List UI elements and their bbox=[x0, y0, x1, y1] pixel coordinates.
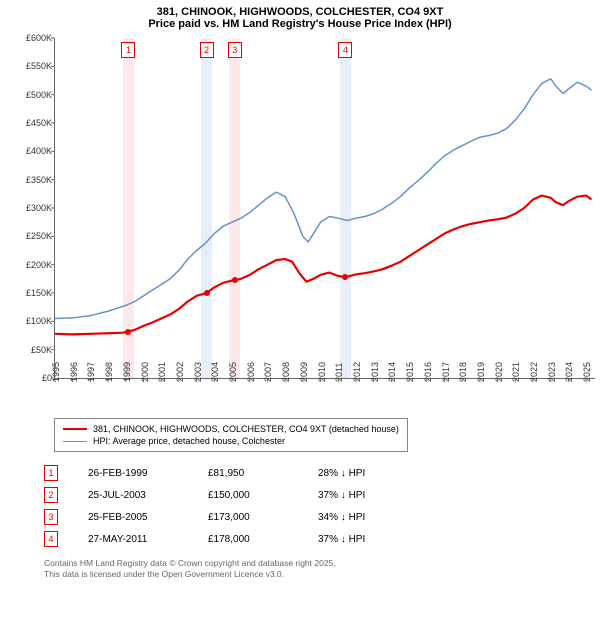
y-axis-label: £550K bbox=[26, 61, 52, 71]
y-axis-label: £150K bbox=[26, 288, 52, 298]
footnote-line-2: This data is licensed under the Open Gov… bbox=[44, 569, 600, 580]
sale-dot bbox=[204, 290, 210, 296]
sales-table-row: 3 25-FEB-2005 £173,000 34% ↓ HPI bbox=[44, 506, 600, 528]
row-marker: 2 bbox=[44, 487, 58, 503]
row-marker: 4 bbox=[44, 531, 58, 547]
row-diff: 37% ↓ HPI bbox=[318, 534, 398, 545]
x-axis-label: 1999 bbox=[122, 362, 132, 382]
row-price: £178,000 bbox=[208, 534, 288, 545]
legend-swatch bbox=[63, 428, 87, 430]
x-axis-label: 2016 bbox=[423, 362, 433, 382]
x-axis-label: 1995 bbox=[51, 362, 61, 382]
x-axis-label: 2005 bbox=[228, 362, 238, 382]
title-line-2: Price paid vs. HM Land Registry's House … bbox=[0, 18, 600, 30]
row-marker: 1 bbox=[44, 465, 58, 481]
x-axis-label: 2003 bbox=[193, 362, 203, 382]
y-axis-label: £50K bbox=[31, 345, 52, 355]
y-axis-label: £450K bbox=[26, 118, 52, 128]
x-axis-label: 2009 bbox=[299, 362, 309, 382]
sale-dot bbox=[342, 274, 348, 280]
sale-marker: 2 bbox=[200, 42, 214, 58]
chart-title: 381, CHINOOK, HIGHWOODS, COLCHESTER, CO4… bbox=[0, 0, 600, 32]
x-axis-label: 2011 bbox=[334, 363, 344, 382]
x-axis-label: 2017 bbox=[441, 362, 451, 382]
row-date: 27-MAY-2011 bbox=[88, 534, 178, 545]
sales-table-row: 2 25-JUL-2003 £150,000 37% ↓ HPI bbox=[44, 484, 600, 506]
sales-table: 1 26-FEB-1999 £81,950 28% ↓ HPI 2 25-JUL-2003… bbox=[44, 462, 600, 550]
price-paid-line bbox=[55, 196, 591, 335]
title-line-1: 381, CHINOOK, HIGHWOODS, COLCHESTER, CO4… bbox=[0, 6, 600, 18]
x-axis-label: 2025 bbox=[582, 362, 592, 382]
y-axis-label: £100K bbox=[26, 316, 52, 326]
sale-dot bbox=[125, 329, 131, 335]
sale-marker: 3 bbox=[228, 42, 242, 58]
row-diff: 34% ↓ HPI bbox=[318, 512, 398, 523]
x-axis-label: 2004 bbox=[210, 362, 220, 382]
chart-area: 1234 £0£50K£100K£150K£200K£250K£300K£350… bbox=[40, 32, 600, 412]
x-axis-label: 2020 bbox=[494, 362, 504, 382]
x-axis-label: 1998 bbox=[104, 362, 114, 382]
x-axis-label: 2006 bbox=[246, 362, 256, 382]
row-date: 26-FEB-1999 bbox=[88, 468, 178, 479]
row-diff: 37% ↓ HPI bbox=[318, 490, 398, 501]
plot-region: 1 23 4 bbox=[54, 38, 595, 379]
x-axis-label: 2021 bbox=[511, 362, 521, 382]
y-axis-label: £200K bbox=[26, 260, 52, 270]
row-marker: 3 bbox=[44, 509, 58, 525]
chart-container: 381, CHINOOK, HIGHWOODS, COLCHESTER, CO4… bbox=[0, 0, 600, 580]
footnote-line-1: Contains HM Land Registry data © Crown c… bbox=[44, 558, 600, 569]
row-price: £81,950 bbox=[208, 468, 288, 479]
legend-label: 381, CHINOOK, HIGHWOODS, COLCHESTER, CO4… bbox=[93, 424, 399, 434]
legend-swatch bbox=[63, 441, 87, 442]
sales-table-row: 1 26-FEB-1999 £81,950 28% ↓ HPI bbox=[44, 462, 600, 484]
y-axis-label: £500K bbox=[26, 90, 52, 100]
x-axis-label: 2023 bbox=[547, 362, 557, 382]
row-date: 25-JUL-2003 bbox=[88, 490, 178, 501]
x-axis-label: 1997 bbox=[86, 362, 96, 382]
x-axis-label: 2002 bbox=[175, 362, 185, 382]
x-axis-label: 2019 bbox=[476, 362, 486, 382]
legend-box: 381, CHINOOK, HIGHWOODS, COLCHESTER, CO4… bbox=[54, 418, 408, 452]
x-axis-label: 2015 bbox=[405, 362, 415, 382]
footnote: Contains HM Land Registry data © Crown c… bbox=[44, 558, 600, 580]
y-axis-label: £600K bbox=[26, 33, 52, 43]
x-axis-label: 2022 bbox=[529, 362, 539, 382]
sales-table-row: 4 27-MAY-2011 £178,000 37% ↓ HPI bbox=[44, 528, 600, 550]
x-axis-label: 2014 bbox=[387, 362, 397, 382]
x-axis-label: 2001 bbox=[157, 362, 167, 382]
legend-label: HPI: Average price, detached house, Colc… bbox=[93, 436, 285, 446]
y-axis-label: £300K bbox=[26, 203, 52, 213]
legend-item: 381, CHINOOK, HIGHWOODS, COLCHESTER, CO4… bbox=[63, 423, 399, 435]
row-diff: 28% ↓ HPI bbox=[318, 468, 398, 479]
row-date: 25-FEB-2005 bbox=[88, 512, 178, 523]
plot-svg bbox=[55, 38, 595, 378]
sale-marker: 4 bbox=[338, 42, 352, 58]
row-price: £150,000 bbox=[208, 490, 288, 501]
y-axis-label: £350K bbox=[26, 175, 52, 185]
x-axis-label: 2008 bbox=[281, 362, 291, 382]
x-axis-label: 2013 bbox=[370, 362, 380, 382]
x-axis-label: 2012 bbox=[352, 362, 362, 382]
x-axis-label: 2018 bbox=[458, 362, 468, 382]
x-axis-label: 1996 bbox=[69, 362, 79, 382]
legend-item: HPI: Average price, detached house, Colc… bbox=[63, 435, 399, 447]
y-axis-label: £400K bbox=[26, 146, 52, 156]
row-price: £173,000 bbox=[208, 512, 288, 523]
y-axis-label: £250K bbox=[26, 231, 52, 241]
sale-dot bbox=[232, 277, 238, 283]
x-axis-label: 2010 bbox=[317, 362, 327, 382]
x-axis-label: 2024 bbox=[564, 362, 574, 382]
hpi-line bbox=[55, 79, 591, 319]
x-axis-label: 2000 bbox=[140, 362, 150, 382]
x-axis-label: 2007 bbox=[263, 362, 273, 382]
sale-marker: 1 bbox=[121, 42, 135, 58]
